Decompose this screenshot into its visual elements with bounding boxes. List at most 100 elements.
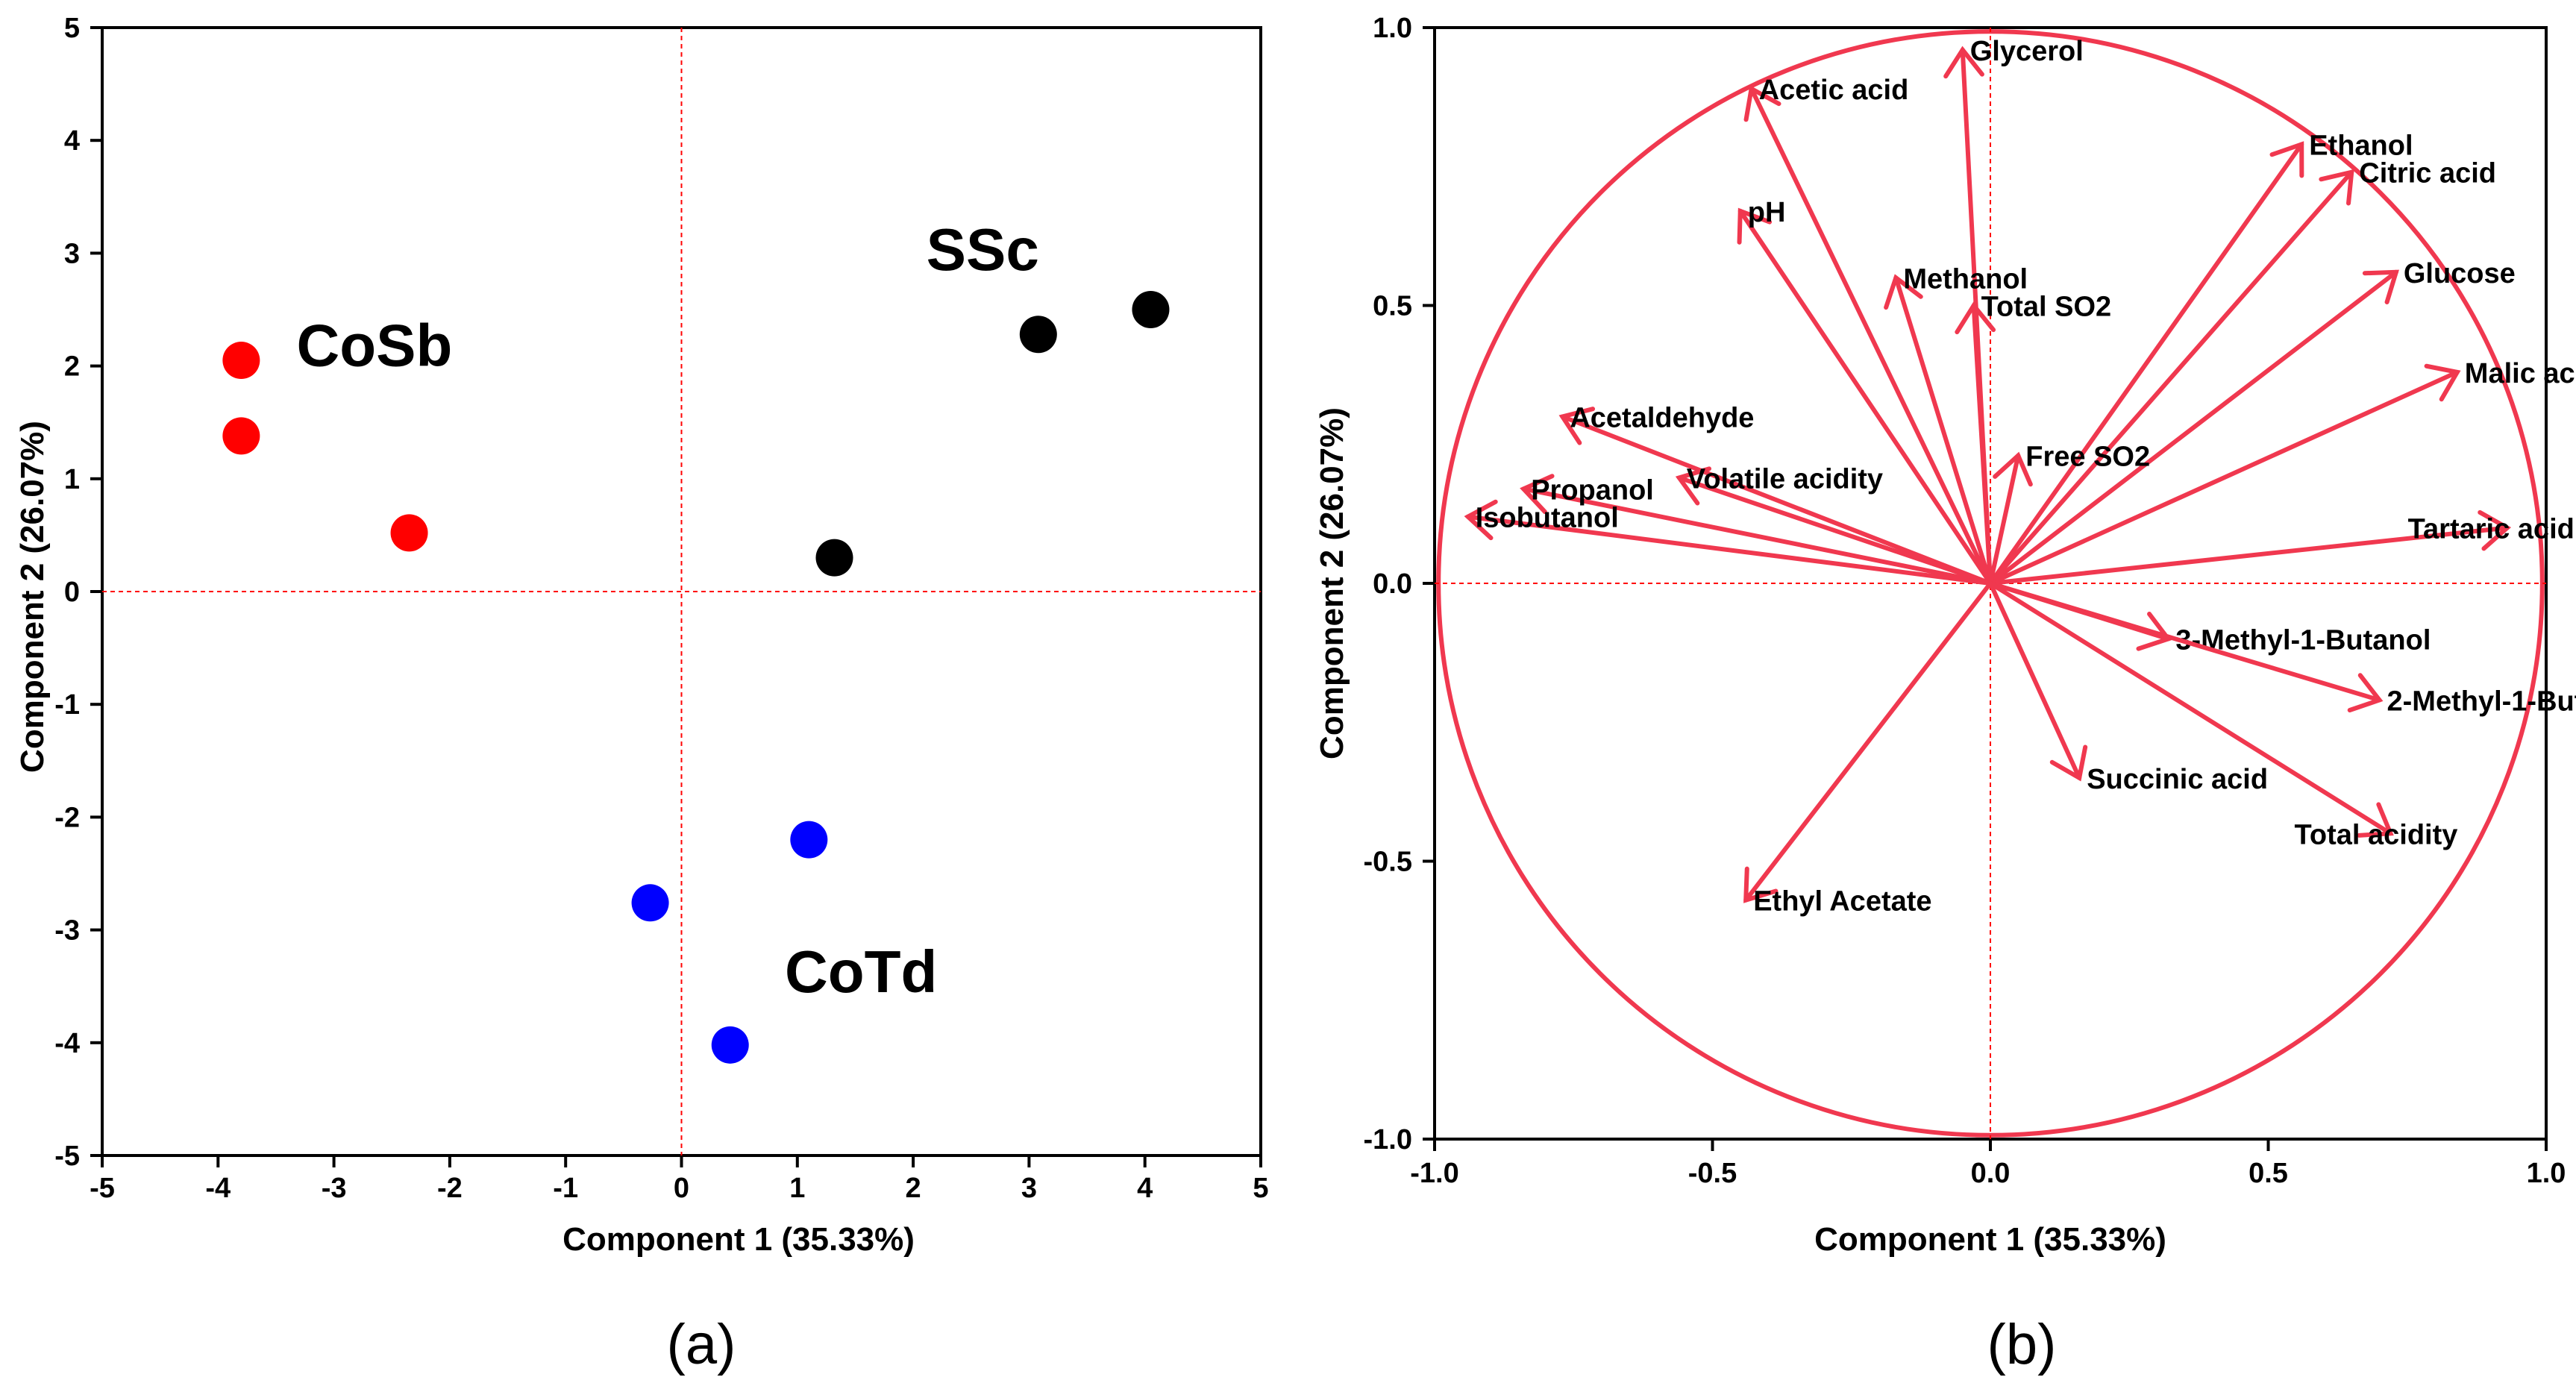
vector-label: Ethanol	[2309, 130, 2413, 161]
x-tick-label-b: 1.0	[2527, 1158, 2566, 1189]
vector-arrowhead	[2424, 363, 2461, 402]
vector-line	[1988, 269, 2398, 586]
panel-label-b: (b)	[1987, 1313, 2057, 1376]
score-point-ssc	[1132, 291, 1170, 328]
vector-arrowhead	[1558, 407, 1596, 445]
x-tick-label-a: 3	[1021, 1173, 1037, 1204]
vector-line	[1988, 581, 2082, 780]
vector-arrowhead	[2347, 673, 2384, 713]
vector-label: Acetic acid	[1759, 75, 1909, 106]
y-tick-label-b: 0.5	[1373, 291, 1412, 322]
vector-line	[1971, 303, 1993, 586]
vector-succinic-acid: Succinic acid	[1988, 581, 2268, 795]
x-tick-label-a: 5	[1253, 1173, 1268, 1204]
vector-label: Ethyl Acetate	[1753, 886, 1931, 918]
group-label-cotd: CoTd	[785, 938, 937, 1005]
y-tick-label-a: 1	[64, 464, 80, 495]
y-tick-label-a: -1	[54, 689, 80, 721]
vector-label: Acetaldehyde	[1570, 403, 1754, 434]
score-point-cosb	[390, 514, 428, 552]
x-tick-label-b: 0.5	[2248, 1158, 2288, 1189]
vector-arrowhead	[2478, 509, 2511, 551]
x-tick-label-b: -0.5	[1688, 1158, 1737, 1189]
vector-label: Glucose	[2404, 258, 2516, 289]
vector-label: Glycerol	[1970, 36, 2084, 67]
score-points	[222, 291, 1170, 1064]
score-point-cosb	[222, 417, 260, 455]
vector-arrowhead	[1943, 46, 1984, 79]
vector-label: pH	[1748, 197, 1786, 228]
vector-label: Isobutanol	[1476, 503, 1619, 534]
vector-arrowhead	[1520, 474, 1555, 515]
vector-arrowhead	[2049, 744, 2088, 782]
vector-line	[1893, 275, 1993, 586]
vector-arrowhead	[1743, 866, 1779, 903]
vector-ph: pH	[1737, 197, 1993, 586]
y-tick-label-b: -0.5	[1364, 847, 1412, 878]
score-point-cotd	[711, 1026, 749, 1064]
vector-label: Citric acid	[2359, 158, 2496, 189]
x-tick-label-a: 2	[906, 1173, 921, 1204]
vector-total-so2: Total SO2	[1955, 292, 2112, 586]
vector-label: Volatile acidity	[1687, 463, 1883, 495]
vector-line	[1988, 525, 2510, 586]
y-tick-label-a: 4	[64, 125, 80, 157]
y-tick-label-a: -4	[54, 1028, 80, 1059]
vector-line	[1676, 475, 1993, 586]
x-tick-label-a: -3	[322, 1173, 347, 1204]
vector-line	[1737, 208, 1993, 586]
vector-arrowhead	[2269, 141, 2304, 178]
vector-total-acidity: Total acidity	[1988, 581, 2457, 850]
y-tick-label-a: 3	[64, 238, 80, 269]
vector-arrowhead	[1743, 85, 1781, 122]
vector-arrowhead	[1884, 274, 1923, 310]
group-label-cosb: CoSb	[297, 313, 453, 379]
vector-arrowhead	[2362, 269, 2399, 304]
vector-free-so2: Free SO2	[1988, 442, 2150, 586]
y-axis-label-b: Component 2 (26.07%)	[1314, 407, 1350, 759]
vector-2-methyl-1-butanol: 2-Methyl-1-Butanol	[1988, 581, 2576, 717]
scores-plot: -5 -4 -3 -2 -1 0 1 2 3 4 5 -5 -4 -3 -2 -1 0 1 2 3 4 5 CoSb SSc…	[14, 13, 1269, 1376]
x-tick-label-a: -2	[437, 1173, 463, 1204]
vector-volatile-acidity: Volatile acidity	[1675, 463, 1993, 586]
vector-tartaric-acid: Tartaric acid	[1988, 509, 2575, 586]
vector-ethyl-acetate: Ethyl Acetate	[1743, 581, 1993, 918]
vector-line	[1988, 581, 2382, 703]
vector-line	[1988, 369, 2460, 586]
vector-line	[1988, 581, 2393, 836]
y-tick-label-b: 1.0	[1373, 13, 1412, 44]
vector-line	[1465, 514, 1993, 586]
x-tick-label-b: 0.0	[1971, 1158, 2011, 1189]
y-axis-label-a: Component 2 (26.07%)	[14, 421, 51, 773]
vector-label: Propanol	[1531, 474, 1654, 506]
vector-ethanol: Ethanol	[1988, 130, 2413, 586]
vector-arrowhead	[1993, 451, 2033, 487]
score-point-ssc	[1019, 316, 1057, 354]
vector-label: Total SO2	[1981, 292, 2112, 323]
axis-ticks-b: -1.0 -0.5 0.0 0.5 1.0 -1.0 -0.5 0.0 0.5 1.0	[1364, 13, 2566, 1189]
vector-label: Malic acid	[2465, 358, 2576, 389]
x-axis-label-b: Component 1 (35.33%)	[1814, 1221, 2166, 1258]
x-tick-label-a: -5	[90, 1173, 115, 1204]
vector-acetic-acid: Acetic acid	[1743, 75, 1993, 586]
vector-arrowhead	[2319, 169, 2354, 206]
y-tick-label-a: -5	[54, 1141, 80, 1172]
x-tick-label-a: 0	[674, 1173, 689, 1204]
vector-arrowhead	[2357, 802, 2394, 838]
y-tick-label-a: 2	[64, 351, 80, 383]
vector-label: 2-Methyl-1-Butanol	[2387, 686, 2576, 717]
vector-acetaldehyde: Acetaldehyde	[1558, 403, 1993, 586]
score-point-ssc	[815, 539, 853, 577]
vector-line	[1521, 486, 1993, 586]
loadings-plot: -1.0 -0.5 0.0 0.5 1.0 -1.0 -0.5 0.0 0.5 1.0 Glyce…	[1314, 13, 2576, 1376]
score-point-cotd	[631, 884, 669, 922]
x-tick-label-a: 4	[1137, 1173, 1153, 1204]
y-tick-label-b: 0.0	[1373, 568, 1412, 600]
vector-glucose: Glucose	[1988, 258, 2516, 586]
x-tick-label-a: -4	[205, 1173, 231, 1204]
x-axis-label-a: Component 1 (35.33%)	[562, 1221, 915, 1258]
vector-isobutanol: Isobutanol	[1464, 499, 1993, 586]
vector-label: Methanol	[1903, 263, 2028, 295]
